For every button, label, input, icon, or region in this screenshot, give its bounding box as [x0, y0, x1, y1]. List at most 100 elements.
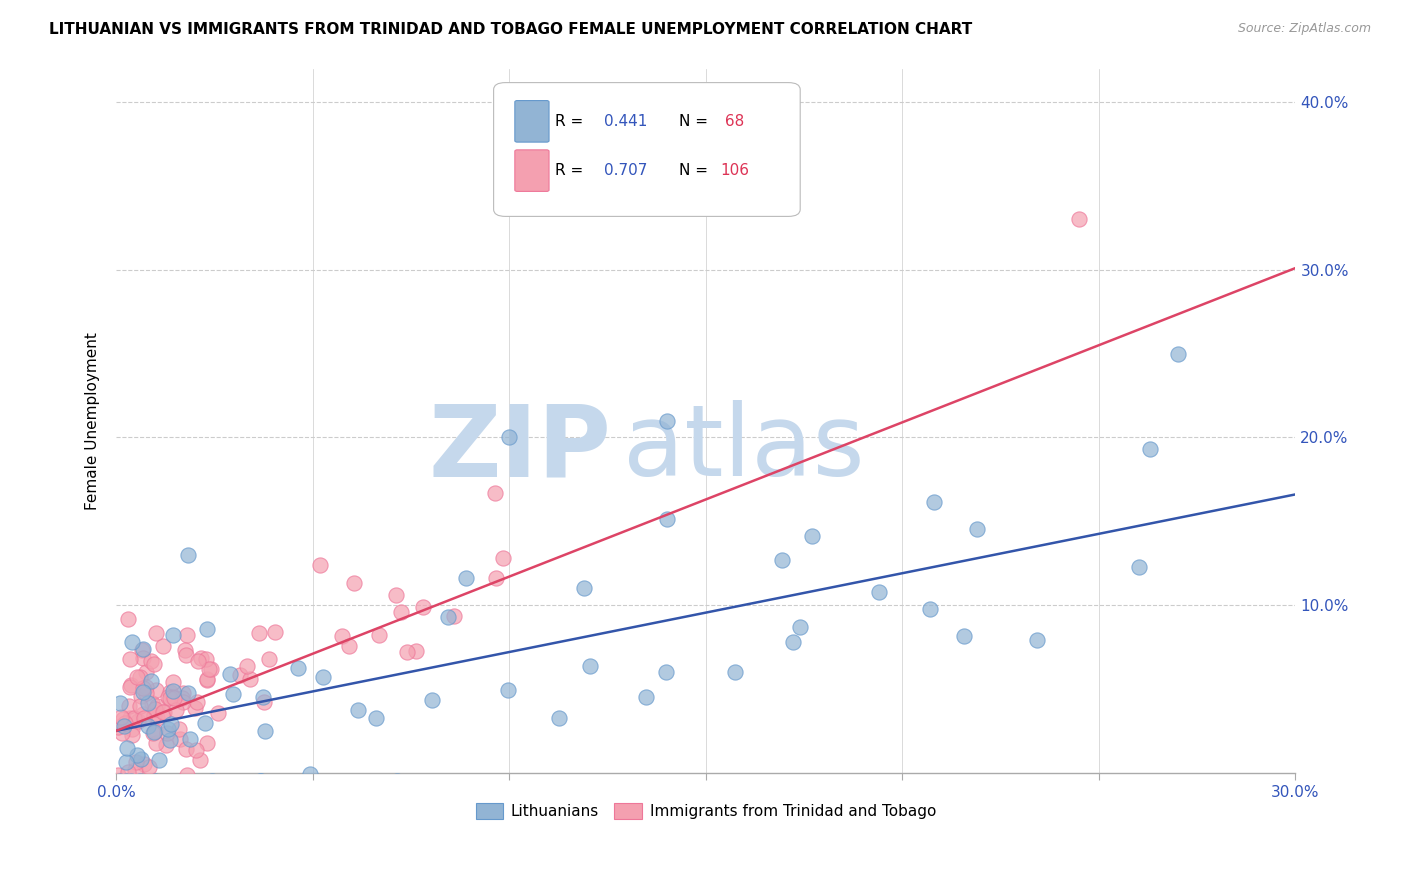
- Point: [492, 550, 515, 565]
- Point: [125, 755, 148, 769]
- Point: [172, 686, 194, 700]
- Point: [177, 686, 200, 700]
- Point: [148, 753, 170, 767]
- Point: [157, 722, 180, 736]
- Point: [655, 512, 678, 526]
- Point: [572, 581, 595, 595]
- Point: [155, 738, 177, 752]
- Point: [167, 722, 190, 736]
- Text: LITHUANIAN VS IMMIGRANTS FROM TRINIDAD AND TOBAGO FEMALE UNEMPLOYMENT CORRELATIO: LITHUANIAN VS IMMIGRANTS FROM TRINIDAD A…: [49, 22, 973, 37]
- Point: [114, 716, 136, 731]
- Point: [121, 722, 143, 736]
- Point: [128, 670, 150, 684]
- Point: [135, 686, 157, 700]
- Point: [239, 673, 262, 687]
- Point: [920, 602, 942, 616]
- Point: [159, 733, 181, 747]
- Point: [143, 723, 166, 738]
- Point: [443, 609, 465, 624]
- Point: [162, 684, 184, 698]
- Point: [132, 641, 155, 656]
- Point: [143, 708, 166, 723]
- Point: [1128, 559, 1150, 574]
- Point: [163, 690, 186, 705]
- Point: [174, 741, 197, 756]
- Point: [107, 720, 129, 734]
- Point: [218, 666, 240, 681]
- Point: [1139, 442, 1161, 457]
- Point: [121, 728, 143, 742]
- Point: [121, 782, 143, 797]
- Point: [124, 711, 146, 725]
- Text: 106: 106: [720, 163, 749, 178]
- Point: [162, 628, 184, 642]
- Point: [117, 764, 139, 779]
- Point: [789, 620, 811, 634]
- Point: [229, 668, 252, 682]
- Point: [236, 658, 259, 673]
- Point: [922, 495, 945, 509]
- Text: 0.707: 0.707: [605, 163, 648, 178]
- Point: [253, 695, 276, 709]
- Point: [186, 695, 208, 709]
- Point: [966, 522, 988, 536]
- Point: [389, 605, 412, 619]
- Point: [152, 705, 174, 719]
- Point: [249, 774, 271, 789]
- Point: [141, 697, 163, 711]
- Point: [249, 774, 271, 789]
- Point: [159, 685, 181, 699]
- Point: [131, 643, 153, 657]
- Point: [724, 665, 747, 680]
- Point: [121, 635, 143, 649]
- Point: [115, 774, 138, 789]
- Point: [141, 673, 163, 688]
- Point: [120, 711, 142, 725]
- Point: [132, 650, 155, 665]
- Text: ZIP: ZIP: [429, 401, 612, 498]
- Point: [124, 763, 146, 777]
- Point: [128, 774, 150, 789]
- Point: [176, 628, 198, 642]
- Point: [201, 774, 224, 789]
- Point: [197, 673, 219, 687]
- Point: [135, 665, 157, 680]
- Point: [118, 652, 141, 666]
- Point: [655, 414, 678, 428]
- Point: [145, 682, 167, 697]
- Point: [200, 662, 222, 676]
- Point: [143, 774, 166, 789]
- Text: 68: 68: [720, 114, 744, 128]
- Point: [868, 585, 890, 599]
- FancyBboxPatch shape: [515, 150, 548, 192]
- Point: [437, 610, 460, 624]
- Point: [547, 710, 569, 724]
- Point: [195, 651, 218, 665]
- Point: [1167, 346, 1189, 360]
- Text: N =: N =: [679, 163, 707, 178]
- Point: [145, 702, 167, 716]
- Point: [496, 683, 519, 698]
- Point: [484, 486, 506, 500]
- Point: [800, 529, 823, 543]
- Point: [153, 705, 176, 719]
- Point: [782, 635, 804, 649]
- Point: [120, 681, 142, 695]
- Point: [254, 724, 277, 739]
- Point: [111, 726, 134, 740]
- Point: [197, 622, 219, 636]
- Point: [252, 690, 274, 704]
- Point: [114, 782, 136, 797]
- Point: [118, 699, 141, 714]
- Point: [498, 430, 520, 444]
- Point: [772, 553, 794, 567]
- Point: [120, 678, 142, 692]
- Point: [145, 736, 167, 750]
- Point: [330, 629, 353, 643]
- Text: R =: R =: [555, 163, 588, 178]
- Point: [179, 731, 201, 746]
- Point: [412, 600, 434, 615]
- Point: [337, 639, 360, 653]
- Point: [222, 687, 245, 701]
- Text: atlas: atlas: [623, 401, 865, 498]
